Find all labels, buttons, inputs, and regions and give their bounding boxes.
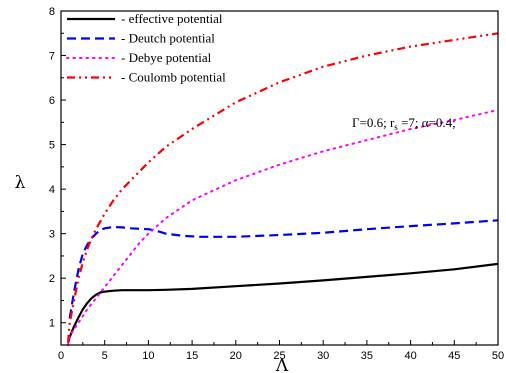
x-tick-label: 35 — [361, 350, 373, 362]
legend-label: - Deutch potential — [121, 31, 215, 46]
y-tick-label: 2 — [49, 273, 55, 285]
y-axis-title: λ — [15, 173, 26, 193]
legend-label: - Coulomb potential — [121, 70, 226, 85]
x-tick-label: 5 — [102, 350, 108, 362]
series-line-deutch-potential — [70, 220, 498, 318]
y-tick-label: 5 — [49, 140, 55, 152]
x-tick-label: 20 — [230, 350, 242, 362]
x-axis-title: Λ — [275, 356, 289, 373]
y-tick-label: 8 — [49, 6, 55, 18]
x-tick-label: 50 — [492, 350, 504, 362]
y-tick-label: 6 — [49, 95, 55, 107]
x-tick-label: 10 — [142, 350, 154, 362]
y-tick-label: 7 — [49, 51, 55, 63]
x-tick-label: 15 — [186, 350, 198, 362]
annotation-gamma: Γ=0.6; r — [352, 115, 395, 130]
annotation-rs: =7; — [398, 115, 422, 130]
x-tick-label: 30 — [317, 350, 329, 362]
y-tick-label: 3 — [49, 229, 55, 241]
legend-label: - Debye potential — [121, 50, 212, 65]
x-tick-label: 45 — [448, 350, 460, 362]
legend-label: - effective potential — [121, 11, 223, 26]
series-line-effective-potential — [68, 264, 498, 343]
x-tick-label: 0 — [58, 350, 64, 362]
legend: - effective potential - Deutch potential -… — [67, 11, 226, 85]
parameter-annotation: Γ=0.6; rs =7; α=0.4; — [352, 115, 456, 132]
annotation-alpha: α=0.4; — [422, 115, 456, 130]
y-tick-label: 4 — [49, 184, 55, 196]
y-tick-label: 1 — [49, 318, 55, 330]
x-tick-label: 40 — [404, 350, 416, 362]
